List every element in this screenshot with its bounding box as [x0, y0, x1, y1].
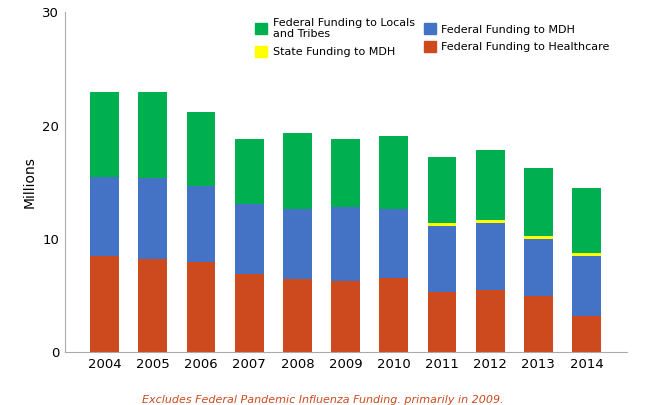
Bar	[331, 139, 360, 207]
Bar	[475, 290, 505, 352]
Bar	[187, 185, 216, 262]
Bar	[572, 188, 601, 253]
Bar	[90, 92, 119, 177]
Bar	[428, 223, 457, 226]
Bar	[475, 151, 505, 220]
Text: Excludes Federal Pandemic Influenza Funding. primarily in 2009.: Excludes Federal Pandemic Influenza Fund…	[142, 395, 504, 405]
Bar	[234, 139, 264, 204]
Legend: Federal Funding to Locals
and Tribes, State Funding to MDH, Federal Funding to M: Federal Funding to Locals and Tribes, St…	[255, 18, 610, 57]
Bar	[572, 256, 601, 316]
Bar	[572, 253, 601, 256]
Bar	[379, 209, 408, 277]
Bar	[138, 259, 167, 352]
Bar	[379, 277, 408, 352]
Bar	[379, 136, 408, 209]
Bar	[138, 178, 167, 259]
Bar	[283, 134, 312, 209]
Bar	[524, 296, 553, 352]
Bar	[283, 209, 312, 279]
Bar	[283, 279, 312, 352]
Bar	[572, 316, 601, 352]
Bar	[331, 281, 360, 352]
Bar	[138, 92, 167, 178]
Bar	[524, 236, 553, 239]
Bar	[234, 274, 264, 352]
Bar	[428, 157, 457, 223]
Bar	[187, 112, 216, 185]
Bar	[524, 239, 553, 296]
Bar	[90, 177, 119, 256]
Bar	[475, 220, 505, 223]
Bar	[428, 292, 457, 352]
Bar	[331, 207, 360, 281]
Bar	[428, 226, 457, 292]
Bar	[524, 168, 553, 236]
Bar	[90, 256, 119, 352]
Y-axis label: Millions: Millions	[23, 156, 37, 208]
Bar	[187, 262, 216, 352]
Bar	[475, 223, 505, 290]
Bar	[234, 204, 264, 274]
